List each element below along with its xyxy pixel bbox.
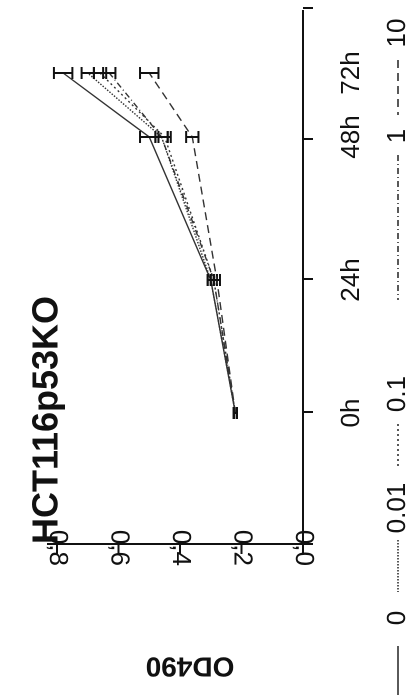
- value-tick-label: 0,0: [290, 530, 320, 566]
- value-tick-label: 0,2: [229, 530, 259, 566]
- chart-title: HCT116p53KO: [25, 296, 66, 544]
- legend-label-0-01: 0.01: [381, 483, 411, 534]
- category-tick-label: 72h: [335, 51, 365, 94]
- legend-label-10: 10: [381, 19, 411, 48]
- series-line-0-1: [100, 73, 235, 413]
- category-tick-label: 48h: [335, 115, 365, 158]
- series-line-0: [63, 73, 235, 413]
- legend-label-1: 1: [381, 129, 411, 143]
- legend-label-0-1: 0.1: [381, 376, 411, 412]
- series-line-10: [149, 73, 235, 413]
- legend-label-0: 0: [381, 611, 411, 625]
- plot-area: 0,00,20,40,60,8OD4900h24h48h72hHCT116p53…: [25, 8, 411, 695]
- category-tick-label: 0h: [335, 399, 365, 428]
- value-tick-label: 0,6: [106, 530, 136, 566]
- series-line-0-01: [88, 73, 236, 413]
- y-axis-label: OD490: [146, 652, 235, 683]
- series-line-1: [109, 73, 235, 413]
- category-tick-label: 24h: [335, 258, 365, 301]
- value-tick-label: 0,4: [167, 530, 197, 566]
